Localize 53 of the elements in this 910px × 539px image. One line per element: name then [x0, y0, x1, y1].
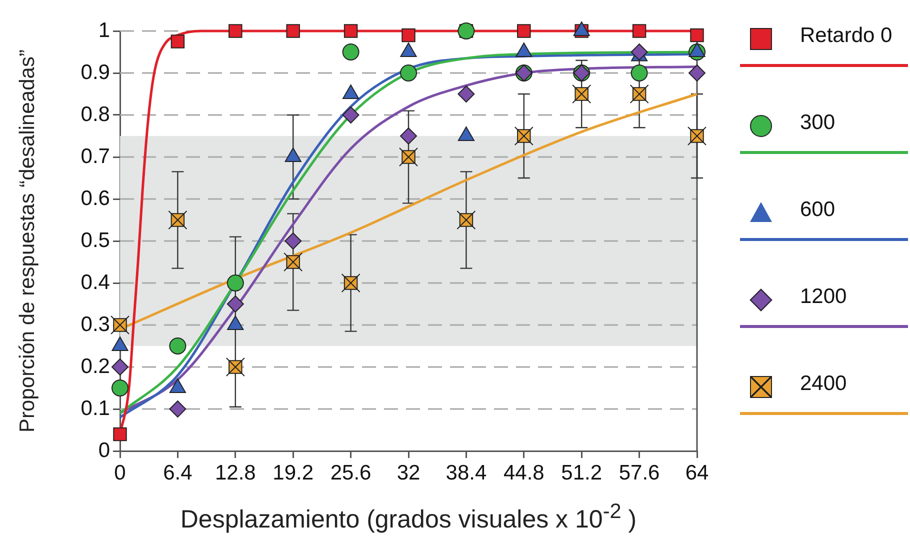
legend-label: 300	[800, 111, 836, 135]
x-tick-label: 19.2	[272, 461, 314, 484]
y-tick-label: 0.4	[80, 270, 110, 294]
legend-label: Retardo 0	[800, 24, 892, 48]
point	[690, 28, 704, 42]
point	[342, 106, 360, 124]
legend-label: 2400	[800, 372, 847, 396]
point	[458, 86, 475, 102]
point	[169, 338, 186, 354]
y-tick-label: 0.2	[80, 354, 110, 378]
point	[688, 64, 706, 82]
x-tick-label: 57.6	[618, 461, 660, 484]
point	[400, 64, 417, 82]
point	[630, 44, 648, 60]
point	[402, 28, 416, 42]
x-tick-label: 44.8	[503, 461, 544, 484]
point	[226, 274, 244, 292]
point	[286, 24, 300, 38]
legend-label: 600	[800, 198, 836, 222]
point	[400, 128, 417, 144]
point	[342, 44, 360, 60]
x-tick-label: 0	[114, 461, 126, 484]
x-tick-label: 51.2	[561, 461, 602, 484]
x-tick-label: 25.6	[330, 461, 372, 484]
y-tick-label: 0.1	[80, 396, 110, 420]
point	[113, 427, 127, 442]
point	[226, 296, 244, 312]
y-tick-label: 1	[98, 18, 110, 42]
point	[112, 380, 128, 396]
y-axis-title: Proporción de respuestas “desalineadas”	[16, 50, 40, 432]
point	[630, 64, 648, 82]
point	[632, 24, 646, 38]
point	[517, 24, 531, 38]
point	[344, 24, 358, 38]
x-tick-label: 64	[685, 461, 709, 484]
y-tick-label: 0.3	[80, 312, 110, 336]
x-tick-label: 32	[396, 461, 420, 484]
legend-label: 1200	[800, 285, 847, 309]
y-tick-label: 0.8	[80, 102, 110, 126]
point	[170, 34, 185, 48]
point	[112, 358, 128, 376]
point	[169, 400, 186, 418]
point	[228, 24, 242, 38]
x-tick-label: 12.8	[214, 461, 256, 484]
y-tick-label: 0.7	[80, 144, 110, 168]
y-tick-label: 0.6	[80, 186, 110, 210]
x-axis-title: Desplazamiento (grados visuales x 10$^{-2}$ )	[179, 500, 638, 534]
point	[284, 232, 302, 250]
y-tick-label: 0.5	[80, 228, 110, 252]
x-tick-label: 38.4	[446, 461, 487, 484]
x-tick-label: 6.4	[163, 461, 193, 484]
y-tick-label: 0.9	[80, 60, 110, 84]
y-tick-label: 0	[98, 438, 110, 462]
